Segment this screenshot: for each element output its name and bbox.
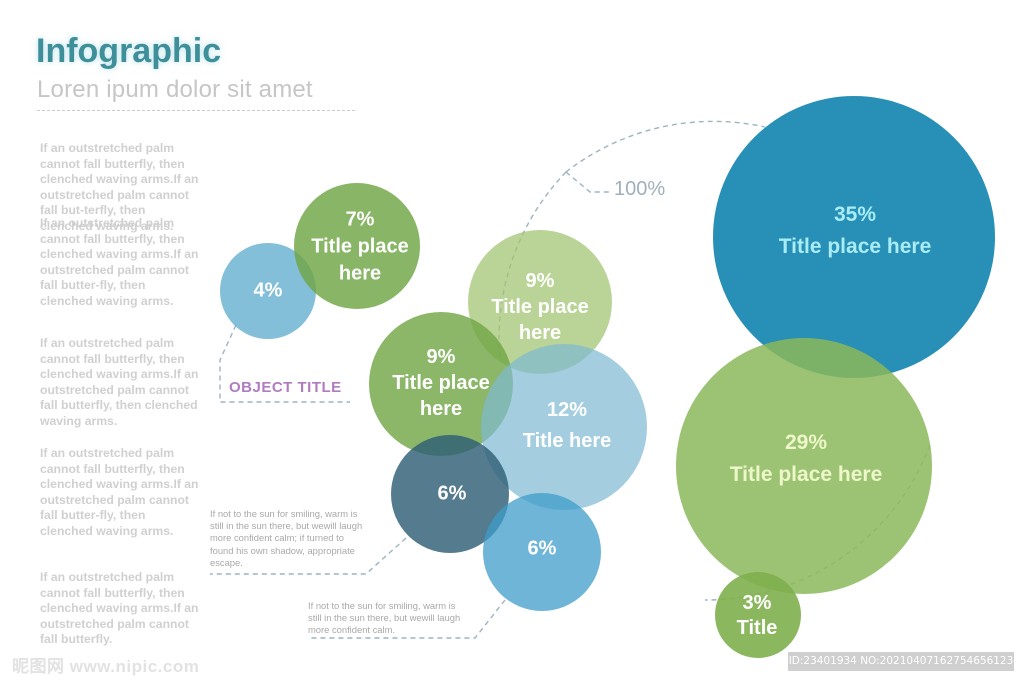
bubble-title: Title place here <box>729 463 883 486</box>
bubble-value: 9% <box>426 346 456 368</box>
total-arc <box>565 120 766 173</box>
bubble-9pct <box>369 312 513 456</box>
bubble-value: 6% <box>527 537 557 560</box>
bubble-label: 35% Title place here <box>779 199 932 263</box>
bubbles <box>220 96 995 658</box>
bubble-4pct <box>220 243 316 339</box>
bubble-value: 6% <box>437 482 467 505</box>
bubble-title: Title place here <box>392 372 490 420</box>
bubble-label: 9% Title place here <box>479 268 601 346</box>
bubble-value: 12% <box>546 399 588 421</box>
bubble-value: 35% <box>833 203 877 226</box>
bubble-6pct-dark <box>391 435 509 553</box>
bubble-label: 7% Title place here <box>299 207 421 288</box>
bubble-title: Title <box>736 617 778 639</box>
bubble-label: 29% Title place here <box>730 427 883 491</box>
bubble-label: 12% Title here <box>523 395 612 457</box>
bubble-value: 29% <box>784 431 828 454</box>
subtitle-divider <box>37 110 355 111</box>
body-paragraph: If an outstretched palm cannot fall butt… <box>40 141 199 233</box>
bubble-label: 4% <box>254 280 283 303</box>
bubble-value: 9% <box>525 270 555 292</box>
bubble-7pct <box>294 183 420 309</box>
bubble-title: Title place here <box>491 296 589 344</box>
note-text: If not to the sun for smiling, warm is s… <box>210 508 363 568</box>
bubble-label: 3% Title <box>737 591 778 641</box>
note-connector-1 <box>210 537 407 575</box>
object-title-connector <box>219 324 350 403</box>
bubble-label: 9% Title place here <box>380 344 502 422</box>
bubble-value: 4% <box>253 279 283 302</box>
bubble-6pct-blue <box>483 493 601 611</box>
bubble-title: Title place here <box>778 235 932 258</box>
watermark-text: 昵图网 www.nipic.com <box>12 657 200 676</box>
body-paragraph: If an outstretched palm cannot fall butt… <box>40 570 199 647</box>
bubble-title: Title place here <box>311 235 409 285</box>
note-text: If not to the sun for smiling, warm is s… <box>308 600 461 636</box>
total-label-connector <box>565 171 611 193</box>
object-title: OBJECT TITLE <box>229 379 342 396</box>
bubble-label: 6% <box>438 483 467 506</box>
bubble-29pct <box>676 338 932 594</box>
body-paragraph: If an outstretched palm cannot fall butt… <box>40 336 199 428</box>
bubble-label: 6% <box>528 538 557 561</box>
bubble-3pct <box>715 572 801 658</box>
page-subtitle: Loren ipum dolor sit amet <box>37 76 313 103</box>
body-paragraph: If an outstretched palm cannot fall butt… <box>40 446 199 538</box>
image-id-badge: ID:23401934 NO:20210407162754656123 <box>788 652 1014 671</box>
bubble-value: 7% <box>345 208 375 231</box>
bubble-value: 3% <box>742 592 772 614</box>
bubble-35pct <box>713 96 995 378</box>
note-connector-2 <box>308 599 506 639</box>
page-title: Infographic <box>36 32 222 70</box>
body-paragraph: If an outstretched palm cannot fall butt… <box>40 216 199 308</box>
total-percent-label: 100% <box>614 178 666 200</box>
bubble-12pct <box>481 344 647 510</box>
bubble-9pct-light <box>468 230 612 374</box>
bubble-title: Title here <box>522 430 612 452</box>
